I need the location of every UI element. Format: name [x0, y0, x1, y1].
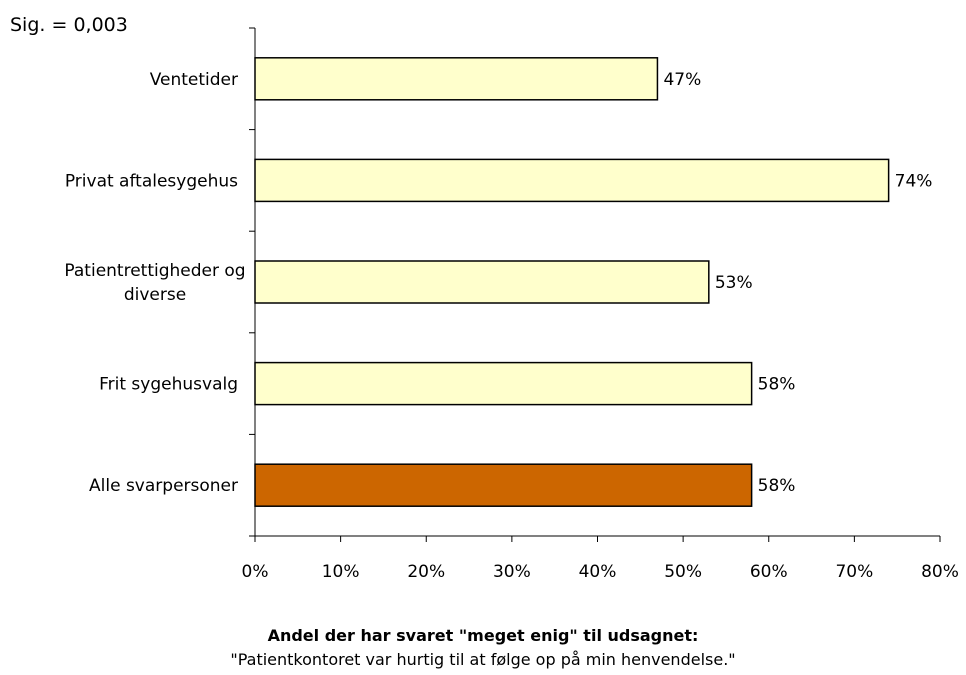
category-label: Ventetider [150, 70, 238, 90]
bar [254, 361, 753, 406]
value-label: 47% [663, 70, 701, 90]
bar [254, 260, 710, 304]
x-tick-label: 20% [407, 562, 445, 582]
value-label: 58% [758, 476, 796, 496]
caption-title: Andel der har svaret "meget enig" til ud… [267, 626, 699, 645]
x-tick-label: 60% [750, 562, 788, 582]
x-tick-label: 10% [322, 562, 360, 582]
x-tick-label: 0% [242, 562, 269, 582]
category-label: Frit sygehusvalg [99, 375, 238, 395]
x-tick-label: 40% [579, 562, 617, 582]
bar [254, 463, 753, 507]
x-tick-label: 50% [664, 562, 702, 582]
x-tick-label: 80% [921, 562, 959, 582]
value-label: 53% [715, 273, 753, 293]
value-label: 58% [758, 375, 796, 395]
x-tick-label: 30% [493, 562, 531, 582]
significance-label: Sig. = 0,003 [10, 14, 128, 36]
caption-subtitle: "Patientkontoret var hurtig til at følge… [230, 650, 736, 669]
category-label: Alle svarpersoner [89, 476, 238, 496]
x-tick-label: 70% [835, 562, 873, 582]
category-label: Privat aftalesygehus [65, 171, 238, 191]
bar [254, 57, 659, 101]
category-label: Patientrettigheder og diverse [64, 261, 245, 305]
bar-chart: 0% 10% 20% 30% 40% 50% 60% 70% 80% Ventetider 47% P… [64, 27, 959, 582]
value-label: 74% [895, 171, 933, 191]
bar [254, 158, 890, 203]
